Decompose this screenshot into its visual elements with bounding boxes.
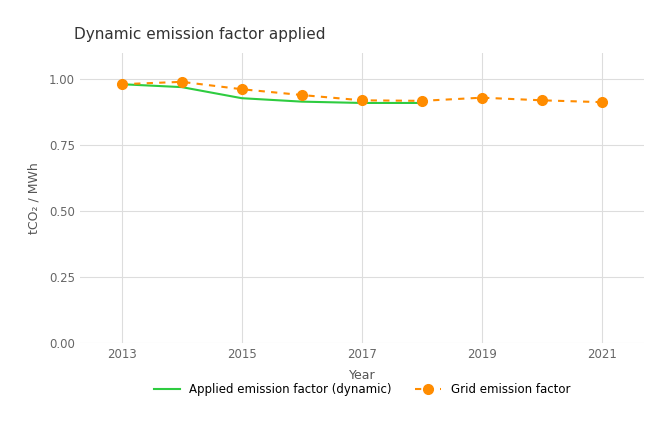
Grid emission factor (358, 98, 366, 103)
Grid emission factor (538, 98, 546, 103)
Applied emission factor (dynamic) (238, 95, 246, 101)
Applied emission factor (dynamic) (178, 84, 186, 90)
Line: Grid emission factor: Grid emission factor (117, 77, 607, 107)
Grid emission factor (418, 98, 426, 103)
Line: Applied emission factor (dynamic): Applied emission factor (dynamic) (122, 84, 422, 103)
Y-axis label: tCO₂ / MWh: tCO₂ / MWh (27, 162, 41, 234)
Applied emission factor (dynamic) (358, 100, 366, 106)
Grid emission factor (478, 95, 486, 100)
Legend: Applied emission factor (dynamic), Grid emission factor: Applied emission factor (dynamic), Grid … (149, 379, 575, 401)
X-axis label: Year: Year (349, 370, 375, 382)
Applied emission factor (dynamic) (418, 100, 426, 106)
Grid emission factor (598, 99, 606, 105)
Grid emission factor (178, 79, 186, 84)
Grid emission factor (298, 92, 306, 98)
Applied emission factor (dynamic) (298, 99, 306, 104)
Text: Dynamic emission factor applied: Dynamic emission factor applied (74, 27, 325, 42)
Grid emission factor (118, 81, 125, 87)
Applied emission factor (dynamic) (118, 81, 125, 87)
Grid emission factor (238, 87, 246, 92)
